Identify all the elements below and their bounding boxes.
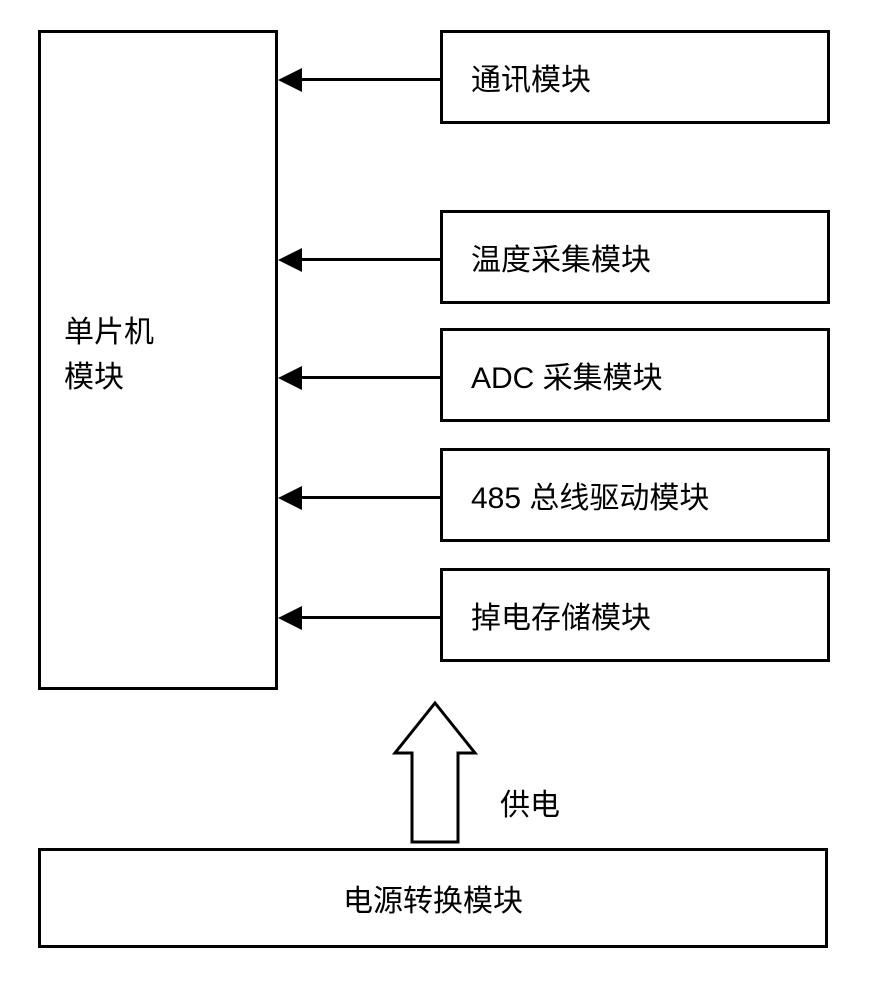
arrow-485-line: [302, 496, 440, 499]
temp-module-box: 温度采集模块: [440, 210, 830, 304]
arrow-storage-line: [302, 616, 440, 619]
mcu-label-line1: 单片机: [64, 316, 154, 349]
temp-module-label: 温度采集模块: [471, 235, 651, 279]
arrow-adc-line: [302, 376, 440, 379]
power-module-box: 电源转换模块: [38, 848, 828, 948]
comm-module-box: 通讯模块: [440, 30, 830, 124]
power-arrow-label: 供电: [500, 780, 560, 824]
power-module-label: 电源转换模块: [343, 876, 523, 920]
storage-module-box: 掉电存储模块: [440, 568, 830, 662]
arrow-adc-head: [278, 366, 302, 390]
block-diagram: 单片机 模块 通讯模块 温度采集模块 ADC 采集模块 485 总线驱动模块 掉…: [0, 0, 874, 985]
bus485-module-box: 485 总线驱动模块: [440, 448, 830, 542]
bus485-module-label: 485 总线驱动模块: [471, 473, 709, 517]
storage-module-label: 掉电存储模块: [471, 593, 651, 637]
adc-module-label: ADC 采集模块: [471, 353, 663, 397]
arrow-comm-line: [302, 78, 440, 81]
arrow-temp-line: [302, 258, 440, 261]
adc-module-box: ADC 采集模块: [440, 328, 830, 422]
arrow-storage-head: [278, 606, 302, 630]
power-up-arrow: [390, 700, 480, 850]
arrow-comm-head: [278, 68, 302, 92]
mcu-module-label: 单片机 模块: [64, 310, 154, 400]
arrow-485-head: [278, 486, 302, 510]
arrow-temp-head: [278, 248, 302, 272]
comm-module-label: 通讯模块: [471, 55, 591, 99]
mcu-label-line2: 模块: [64, 361, 124, 394]
